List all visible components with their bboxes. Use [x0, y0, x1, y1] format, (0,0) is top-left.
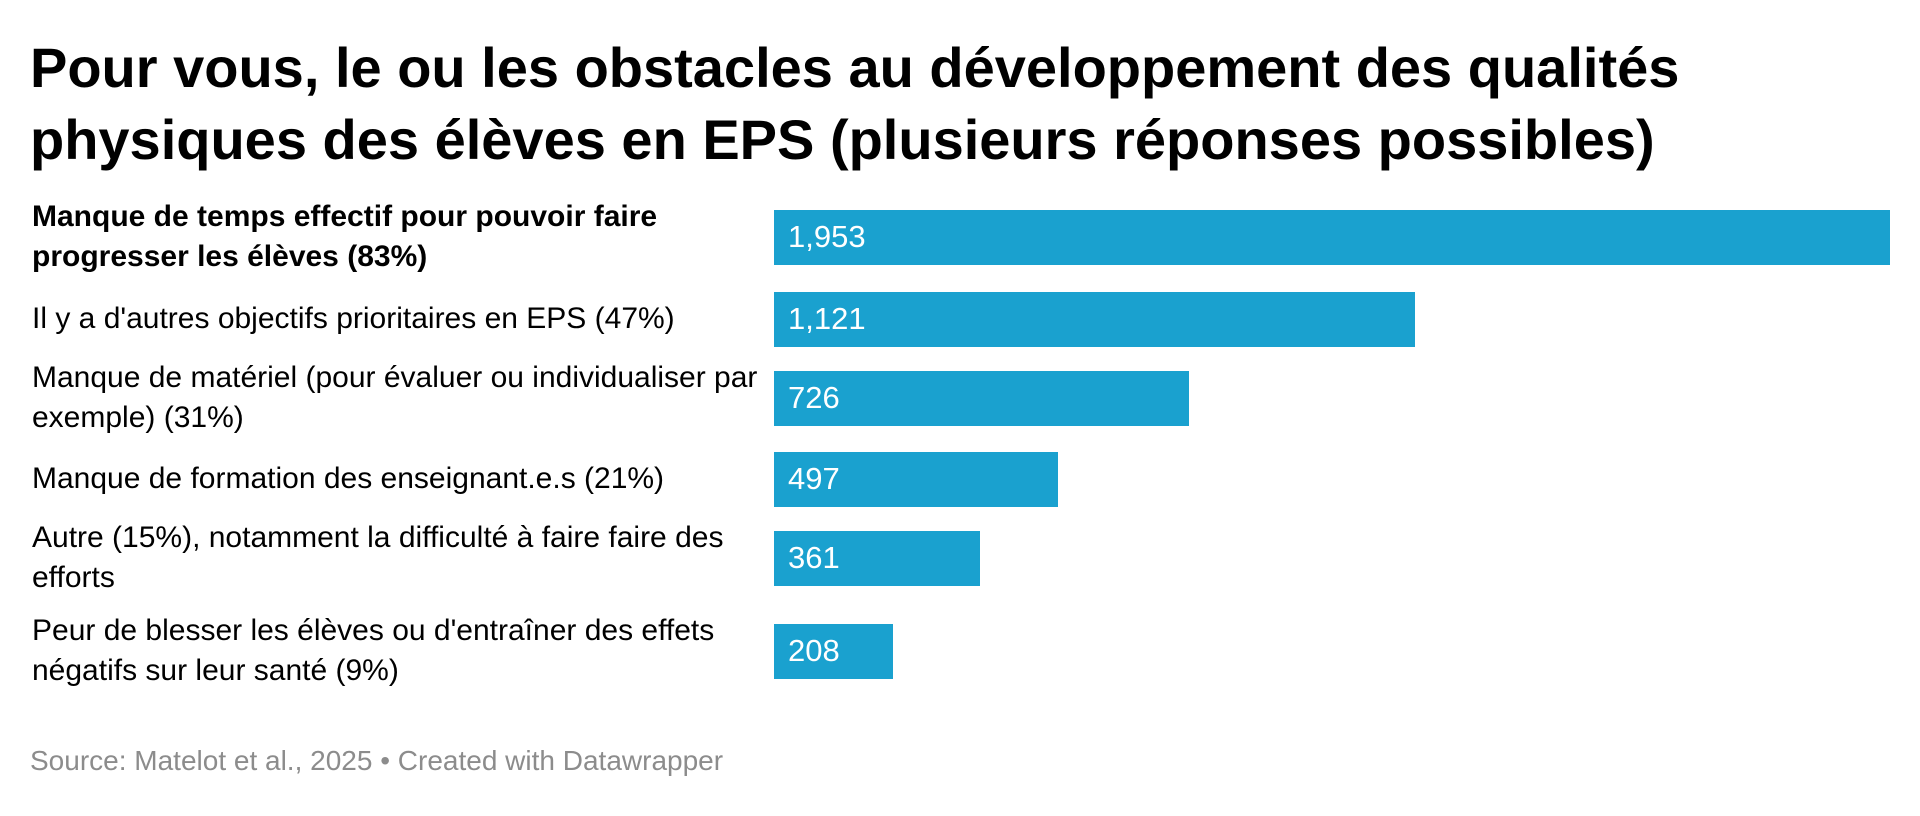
bar-value-label: 208	[788, 633, 840, 668]
source-note: Source: Matelot et al., 2025 • Created w…	[30, 745, 724, 776]
bar	[774, 291, 1415, 347]
bar	[774, 209, 1890, 265]
category-label: Peur de blesser les élèves ou d'entraîne…	[32, 614, 715, 687]
bar-value-label: 726	[788, 380, 840, 415]
bar	[774, 451, 1058, 507]
category-label: Autre (15%), notamment la difficulté à f…	[32, 521, 724, 594]
category-label: Manque de formation des enseignant.e.s (…	[32, 462, 665, 495]
bar-value-label: 1,953	[788, 219, 866, 254]
bar	[774, 370, 1189, 426]
bar-value-label: 361	[788, 540, 840, 575]
category-label: Il y a d'autres objectifs prioritaires e…	[32, 302, 675, 335]
category-label: Manque de matériel (pour évaluer ou indi…	[32, 361, 758, 434]
category-label: Manque de temps effectif pour pouvoir fa…	[32, 200, 658, 273]
bar	[774, 530, 980, 586]
bar	[774, 623, 893, 679]
bar-value-label: 1,121	[788, 301, 866, 336]
bar-value-label: 497	[788, 461, 840, 496]
chart-title: Pour vous, le ou les obstacles au dévelo…	[30, 36, 1680, 171]
